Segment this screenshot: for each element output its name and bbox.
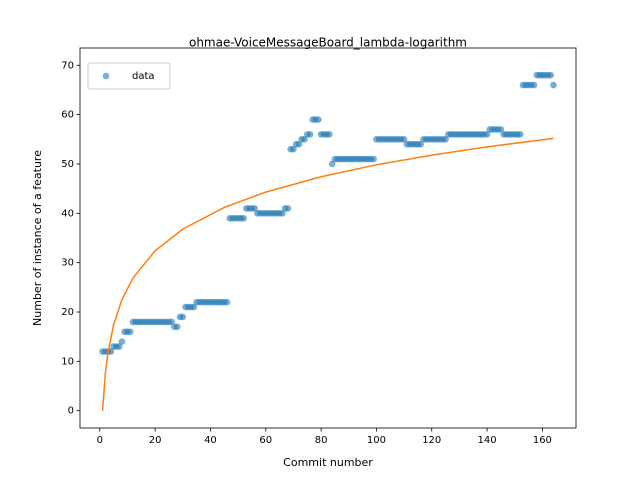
data-point [370,155,377,163]
y-tick-label: 70 [61,60,74,71]
data-point [295,140,303,148]
data-point [530,81,538,89]
data-point [306,131,314,138]
data-point [417,140,424,148]
x-tick-label: 120 [422,435,441,446]
data-point [550,81,557,89]
data-point [118,338,126,345]
legend-label: data [132,71,155,82]
data-point [223,298,231,306]
data-point [326,131,333,138]
data-point [279,210,286,217]
data-point [547,71,554,79]
x-tick-label: 20 [149,435,162,446]
y-tick-label: 20 [61,307,74,318]
data-point [190,303,198,311]
data-point [290,145,297,153]
data-point [284,205,292,212]
x-tick-label: 0 [97,435,103,446]
x-tick-label: 40 [204,435,217,446]
x-tick-label: 160 [533,435,552,446]
data-point [315,116,322,123]
y-tick-label: 60 [61,110,74,121]
data-point [240,214,247,222]
plot-frame [79,47,577,429]
data-point [168,318,176,326]
data-point [497,126,505,133]
data-point [301,135,308,143]
chart-title: ohmae-VoiceMessageBoard_lambda-logarithm [189,36,467,50]
data-point [400,135,408,143]
data-point [251,205,258,212]
x-tick-label: 80 [315,435,328,446]
y-tick-label: 40 [61,208,74,219]
y-tick-label: 50 [61,159,74,170]
data-point [179,313,187,321]
x-axis-label: Commit number [283,456,373,469]
data-point [483,131,491,138]
x-tick-label: 140 [478,435,497,446]
data-point [173,323,181,331]
y-tick-label: 30 [61,258,74,269]
data-point [126,328,134,336]
x-tick-label: 60 [259,435,272,446]
legend-marker [102,72,110,80]
y-tick-label: 0 [68,406,74,417]
y-tick-label: 10 [61,356,74,367]
y-axis-label: Number of instance of a feature [31,150,44,326]
x-tick-label: 100 [367,435,386,446]
data-point [115,343,123,350]
data-point [516,131,524,138]
data-point [328,160,336,168]
data-point [442,135,449,143]
legend-box [87,62,171,90]
fit-line [101,137,554,411]
